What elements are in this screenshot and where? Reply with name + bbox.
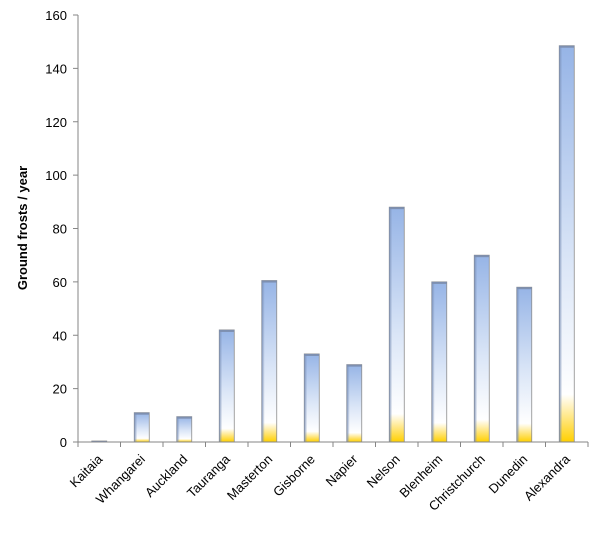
bar-tauranga xyxy=(218,329,235,443)
bar-top-cap xyxy=(431,281,447,284)
x-tick-label: Alexandra xyxy=(521,451,574,504)
bar-top-cap xyxy=(346,364,362,367)
bar-edge-shading xyxy=(389,207,393,442)
x-tick-label: Napier xyxy=(323,451,361,489)
bar-edge-shading xyxy=(431,281,435,442)
bar-top-cap xyxy=(474,255,490,258)
bar-alexandra xyxy=(558,45,575,443)
bar-edge-shading xyxy=(261,280,265,442)
bar-edge-shading xyxy=(219,329,223,442)
y-tick-label: 20 xyxy=(53,382,67,397)
x-tick-label: Nelson xyxy=(364,452,403,491)
bar-top-cap xyxy=(134,412,150,415)
bar-edge-shading xyxy=(176,416,180,442)
x-axis: KaitaiaWhangareiAucklandTaurangaMasterto… xyxy=(67,441,589,514)
y-tick-label: 40 xyxy=(53,328,67,343)
y-axis: 0 20 40 60 80 100 120 140 160 xyxy=(45,8,79,450)
bar-christchurch xyxy=(473,254,490,443)
x-tick-label: Kaitaia xyxy=(67,451,106,490)
bar-masterton xyxy=(261,280,278,443)
x-tick-label: Gisborne xyxy=(270,452,318,500)
y-tick-label: 60 xyxy=(53,275,67,290)
y-tick-label: 120 xyxy=(45,115,67,130)
y-tick-label: 140 xyxy=(45,61,67,76)
bar-top-cap xyxy=(389,207,405,210)
bar-top-cap xyxy=(559,45,575,48)
y-axis-title: Ground frosts / year xyxy=(15,166,30,290)
bar-blenheim xyxy=(431,281,448,443)
bar-auckland xyxy=(176,416,193,443)
bar-dunedin xyxy=(516,286,533,443)
bar-nelson xyxy=(388,206,405,443)
bar-edge-shading xyxy=(559,45,563,443)
y-tick-label: 0 xyxy=(60,435,67,450)
bar-edge-shading xyxy=(516,287,520,442)
bar-whangarei xyxy=(133,412,150,443)
y-tick-label: 100 xyxy=(45,168,67,183)
x-tick-label: Masterton xyxy=(224,452,275,503)
bar-top-cap xyxy=(304,353,320,356)
bar-gisborne xyxy=(303,353,320,443)
bar-top-cap xyxy=(219,329,235,332)
bar-napier xyxy=(346,364,363,443)
bar-top-cap xyxy=(261,280,277,283)
y-tick-label: 80 xyxy=(53,222,67,237)
bar-edge-shading xyxy=(304,353,308,442)
bar-edge-shading xyxy=(134,412,138,442)
bar-edge-shading xyxy=(346,364,350,442)
bar-top-cap xyxy=(176,416,192,419)
y-tick-label: 160 xyxy=(45,8,67,23)
x-tick-label: Auckland xyxy=(142,452,190,500)
bar-top-cap xyxy=(516,287,532,290)
bars xyxy=(91,45,575,443)
bar-edge-shading xyxy=(474,255,478,442)
